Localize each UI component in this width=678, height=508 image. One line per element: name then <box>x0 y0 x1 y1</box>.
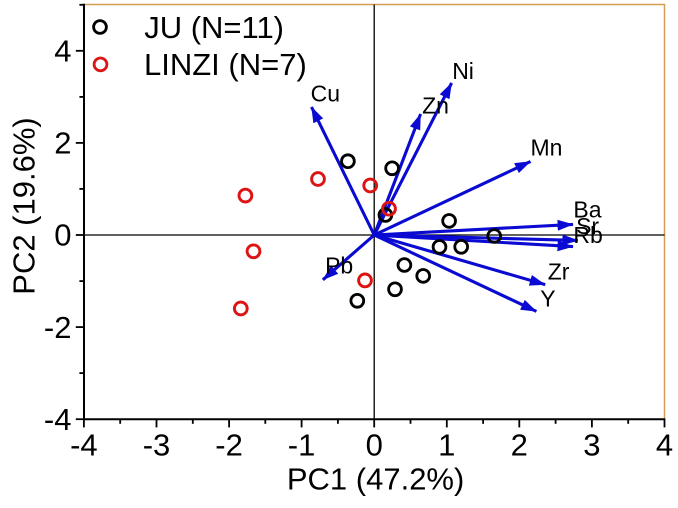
svg-text:3: 3 <box>583 428 600 463</box>
svg-text:-2: -2 <box>44 310 72 345</box>
svg-text:Zn: Zn <box>422 93 449 119</box>
svg-text:Zr: Zr <box>548 259 570 285</box>
svg-text:-4: -4 <box>44 402 72 437</box>
svg-text:4: 4 <box>54 34 71 69</box>
svg-text:PC1 (47.2%): PC1 (47.2%) <box>287 462 464 497</box>
svg-text:0: 0 <box>54 218 71 253</box>
svg-text:4: 4 <box>656 428 673 463</box>
svg-text:Rb: Rb <box>573 222 602 248</box>
svg-text:Ba: Ba <box>573 197 601 223</box>
svg-text:2: 2 <box>54 126 71 161</box>
svg-text:2: 2 <box>511 428 528 463</box>
svg-text:-4: -4 <box>70 428 98 463</box>
svg-text:JU (N=11): JU (N=11) <box>144 10 284 45</box>
svg-text:Sr: Sr <box>576 213 599 239</box>
svg-text:LINZI (N=7): LINZI (N=7) <box>144 47 307 82</box>
svg-text:Mn: Mn <box>531 134 563 160</box>
svg-text:Cu: Cu <box>311 81 340 107</box>
svg-text:Ni: Ni <box>452 58 474 84</box>
svg-text:1: 1 <box>438 428 455 463</box>
svg-text:-2: -2 <box>215 428 243 463</box>
svg-text:Y: Y <box>540 285 555 311</box>
svg-text:Pb: Pb <box>325 253 353 279</box>
svg-text:-3: -3 <box>143 428 171 463</box>
svg-text:-1: -1 <box>288 428 316 463</box>
svg-text:0: 0 <box>366 428 383 463</box>
svg-text:PC2 (19.6%): PC2 (19.6%) <box>7 117 42 294</box>
